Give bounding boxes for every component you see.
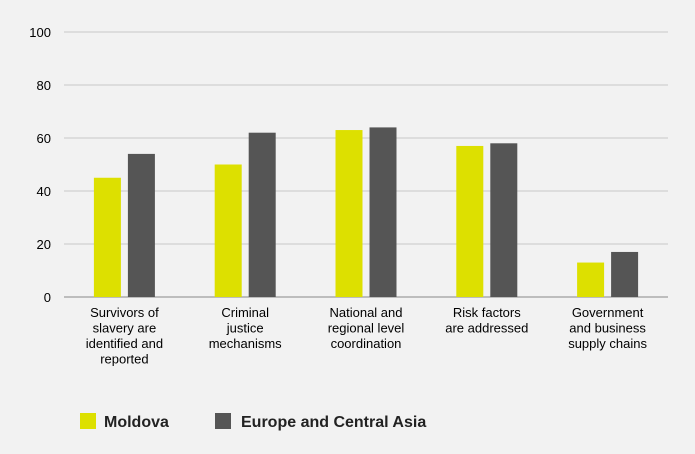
x-category-label: Survivors of slavery are identified and rep… [86,305,163,367]
x-category-label-line: Government [572,305,644,320]
x-category-label-line: mechanisms [209,336,282,351]
bar-europe-central-asia [248,132,276,297]
x-category-label: National and regional level coordination [328,305,405,351]
x-axis-category-labels: Survivors of slavery are identified and rep… [86,305,648,367]
y-tick-label: 80 [37,78,51,93]
x-category-label: Risk factors are addressed [445,305,528,336]
gridlines [64,31,668,298]
y-axis-tick-labels: 0 20 40 60 80 100 [29,25,51,305]
legend: Moldova Europe and Central Asia [80,413,426,431]
bars [93,127,639,298]
y-tick-label: 60 [37,131,51,146]
x-category-label-line: are addressed [445,321,528,336]
x-category-label: Government and business supply chains [568,305,647,351]
y-tick-label: 20 [37,237,51,252]
bar-moldova [456,145,484,297]
x-category-label-line: Criminal [221,305,269,320]
bar-europe-central-asia [127,153,155,297]
bar-europe-central-asia [490,143,518,297]
x-category-label: Criminal justice mechanisms [209,305,282,351]
bar-moldova [214,164,242,297]
x-category-label-line: slavery are [93,321,157,336]
legend-swatch [80,413,96,429]
x-category-label-line: supply chains [568,336,647,351]
x-category-label-line: coordination [331,336,402,351]
legend-swatch [215,413,231,429]
y-tick-label: 100 [29,25,51,40]
y-tick-label: 0 [44,290,51,305]
bar-europe-central-asia [611,251,639,297]
x-category-label-line: and business [569,321,646,336]
x-category-label-line: identified and [86,336,163,351]
bar-moldova [577,262,605,297]
y-tick-label: 40 [37,184,51,199]
legend-label: Moldova [104,414,169,431]
x-category-label-line: Risk factors [453,305,521,320]
x-category-label-line: National and [330,305,403,320]
x-category-label-line: reported [100,352,148,367]
legend-label: Europe and Central Asia [241,414,426,431]
x-category-label-line: Survivors of [90,305,159,320]
x-category-label-line: regional level [328,321,405,336]
bar-europe-central-asia [369,127,397,298]
x-category-label-line: justice [226,321,264,336]
bar-moldova [93,177,121,297]
bar-moldova [335,130,363,297]
